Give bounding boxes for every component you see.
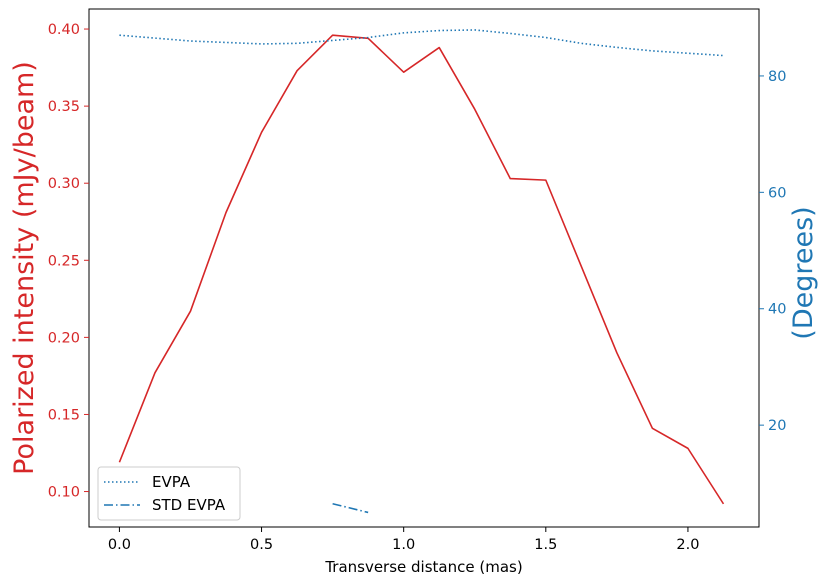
legend-box <box>97 466 241 521</box>
left-y-tick-label: 0.10 <box>48 485 80 501</box>
right-y-tick-label: 60 <box>768 185 786 201</box>
x-tick-label: 1.5 <box>534 537 557 553</box>
right-y-tick-label: 20 <box>768 418 786 434</box>
std-evpa-line <box>332 502 369 514</box>
left-y-tick-label: 0.20 <box>48 330 80 346</box>
polarized-intensity-line <box>118 34 725 505</box>
x-axis-label: Transverse distance (mas) <box>324 558 522 576</box>
legend: EVPA STD EVPA <box>97 466 241 521</box>
x-tick-label: 0.0 <box>108 537 131 553</box>
left-y-tick-label: 0.15 <box>48 407 80 423</box>
x-tick-label: 1.0 <box>392 537 415 553</box>
legend-label-evpa: EVPA <box>152 473 191 491</box>
x-tick-label: 0.5 <box>250 537 273 553</box>
right-y-axis-ticks: 20 40 60 80 <box>759 69 786 434</box>
legend-label-std-evpa: STD EVPA <box>152 496 226 514</box>
right-y-axis-label: (Degrees) <box>788 206 819 339</box>
right-y-tick-label: 40 <box>768 302 786 318</box>
x-axis-ticks: 0.0 0.5 1.0 1.5 2.0 <box>108 527 699 553</box>
plot-frame <box>88 8 760 528</box>
evpa-line <box>119 29 724 57</box>
left-y-tick-label: 0.25 <box>48 253 80 269</box>
left-y-tick-label: 0.40 <box>48 22 80 38</box>
series-layer <box>118 29 725 514</box>
left-y-tick-label: 0.30 <box>48 176 80 192</box>
left-y-axis-ticks: 0.10 0.15 0.20 0.25 0.30 0.35 0.40 <box>48 22 89 501</box>
right-y-tick-label: 80 <box>768 69 786 85</box>
x-tick-label: 2.0 <box>676 537 699 553</box>
left-y-tick-label: 0.35 <box>48 99 80 115</box>
left-y-axis-label: Polarized intensity (mJy/beam) <box>9 61 40 475</box>
